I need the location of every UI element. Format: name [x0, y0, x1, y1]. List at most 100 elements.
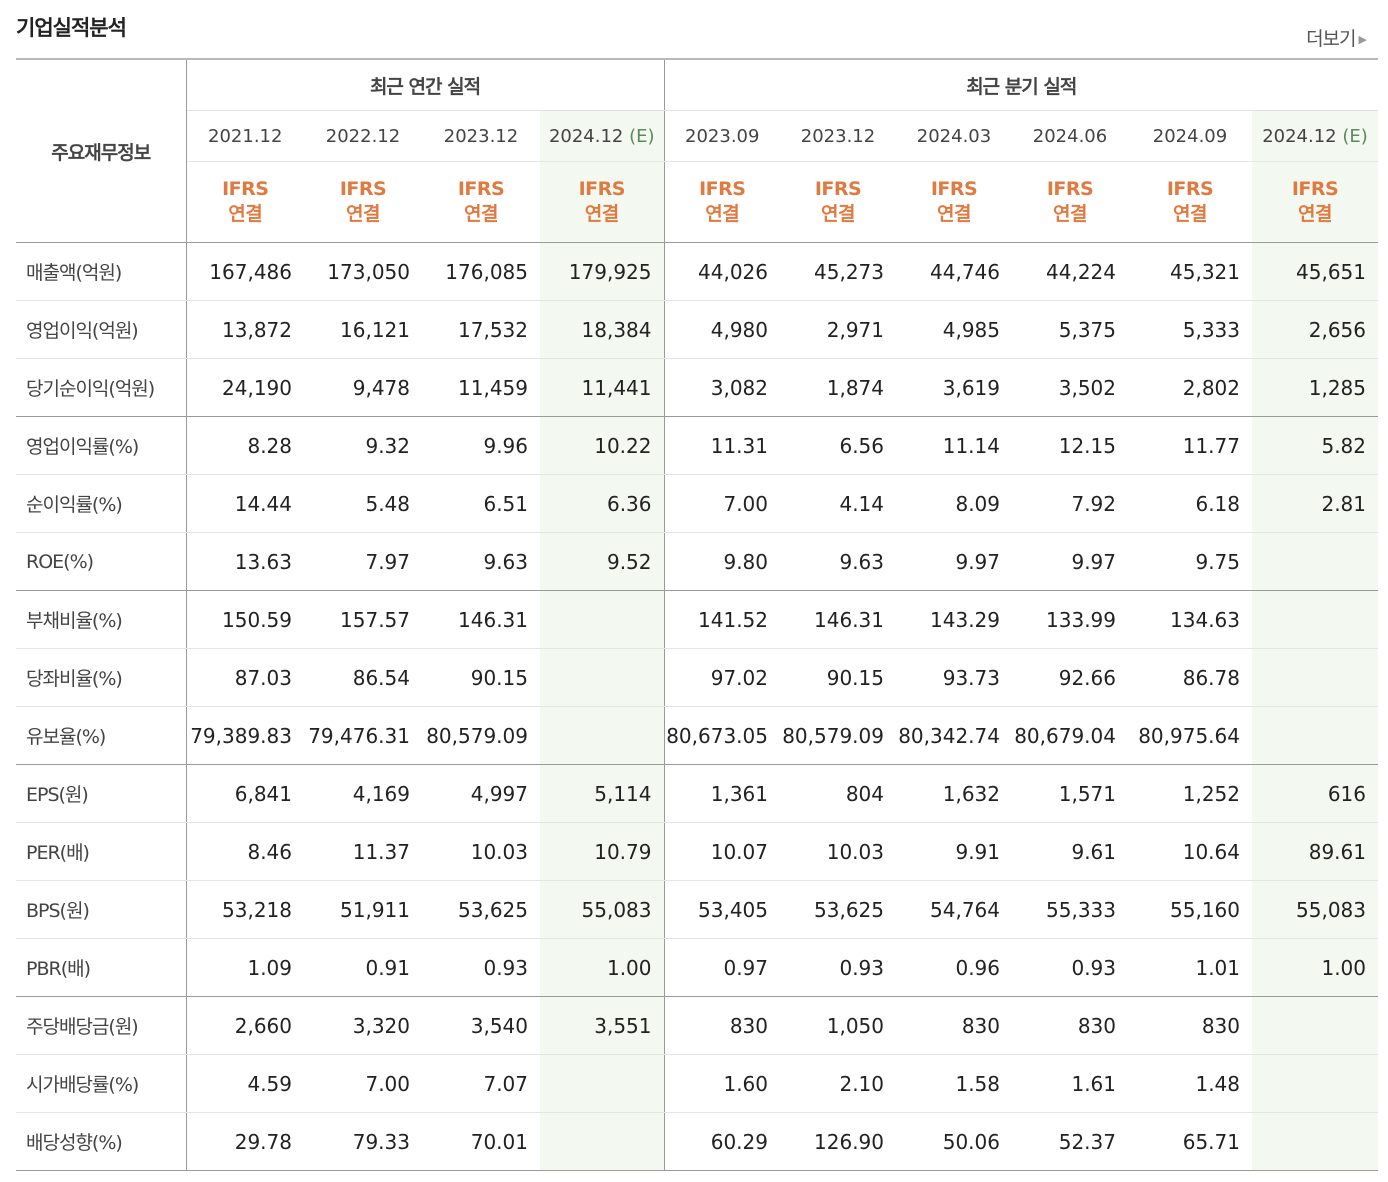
period-header: 2023.09: [664, 110, 780, 162]
row-label[interactable]: EPS(원): [16, 764, 187, 823]
section-title: 기업실적분석: [16, 16, 127, 40]
table-cell: 5,114: [540, 764, 665, 823]
period-label: 2024.12: [1262, 125, 1337, 147]
period-label: 2023.09: [685, 125, 760, 147]
ifrs-label: IFRS: [930, 178, 978, 200]
period-header: 2024.03: [896, 110, 1012, 162]
table-cell: 3,320: [304, 996, 422, 1055]
table-cell: 4.14: [780, 474, 896, 533]
estimate-mark: (E): [1342, 125, 1368, 147]
table-cell: 2,656: [1252, 300, 1378, 359]
table-cell: 1.60: [664, 1054, 780, 1113]
row-label[interactable]: 영업이익률(%): [16, 416, 187, 475]
row-label[interactable]: 부채비율(%): [16, 590, 187, 649]
table-cell: 53,405: [664, 880, 780, 939]
ifrs-badge: IFRS 연결: [540, 161, 665, 243]
table-cell: 55,160: [1128, 880, 1252, 939]
table-cell: 29.78: [186, 1112, 304, 1171]
table-cell: 9.32: [304, 416, 422, 475]
table-cell: 830: [1012, 996, 1128, 1055]
table-row: 시가배당률(%) 4.59 7.00 7.07 1.60 2.10 1.58 1.61 1.48: [16, 1054, 1378, 1113]
table-cell: 9.63: [422, 532, 540, 591]
table-row: 배당성향(%) 29.78 79.33 70.01 60.29 126.90 50.06 52…: [16, 1112, 1378, 1171]
table-cell: 10.64: [1128, 822, 1252, 881]
row-label[interactable]: 당기순이익(억원): [16, 358, 187, 417]
table-cell: [1252, 648, 1378, 707]
row-label[interactable]: 배당성향(%): [16, 1112, 187, 1171]
table-cell: 11,441: [540, 358, 665, 417]
table-row: 당좌비율(%) 87.03 86.54 90.15 97.02 90.15 93.73 92.…: [16, 648, 1378, 707]
row-label[interactable]: 영업이익(억원): [16, 300, 187, 359]
table-cell: 55,083: [1252, 880, 1378, 939]
table-cell: 5.48: [304, 474, 422, 533]
table-cell: 11,459: [422, 358, 540, 417]
row-label[interactable]: 순이익률(%): [16, 474, 187, 533]
period-header: 2024.06: [1012, 110, 1128, 162]
table-cell: [1252, 996, 1378, 1055]
table-cell: 6.51: [422, 474, 540, 533]
table-row: 순이익률(%) 14.44 5.48 6.51 6.36 7.00 4.14 8.09 7.92…: [16, 474, 1378, 533]
table-cell: 87.03: [186, 648, 304, 707]
table-cell: 79.33: [304, 1112, 422, 1171]
ifrs-badge: IFRS 연결: [780, 161, 896, 243]
table-cell: 44,746: [896, 242, 1012, 301]
row-label[interactable]: ROE(%): [16, 532, 187, 591]
table-cell: 167,486: [186, 242, 304, 301]
table-cell: 11.31: [664, 416, 780, 475]
table-cell: 0.93: [422, 938, 540, 997]
table-cell: 9,478: [304, 358, 422, 417]
ifrs-label: IFRS: [814, 178, 862, 200]
table-cell: [540, 1112, 665, 1171]
row-label[interactable]: PBR(배): [16, 938, 187, 997]
consolidated-label: 연결: [584, 203, 619, 225]
table-cell: 10.03: [422, 822, 540, 881]
period-label: 2021.12: [208, 125, 283, 147]
row-label[interactable]: 시가배당률(%): [16, 1054, 187, 1113]
row-label[interactable]: 당좌비율(%): [16, 648, 187, 707]
table-cell: 6.18: [1128, 474, 1252, 533]
table-cell: 1,252: [1128, 764, 1252, 823]
table-cell: 7.92: [1012, 474, 1128, 533]
table-cell: 13,872: [186, 300, 304, 359]
row-label[interactable]: BPS(원): [16, 880, 187, 939]
table-row: 영업이익률(%) 8.28 9.32 9.96 10.22 11.31 6.56 11.14 1…: [16, 416, 1378, 475]
table-cell: 89.61: [1252, 822, 1378, 881]
table-cell: 1.00: [540, 938, 665, 997]
table-cell: 5,333: [1128, 300, 1252, 359]
ifrs-label: IFRS: [1046, 178, 1094, 200]
table-cell: 146.31: [780, 590, 896, 649]
table-cell: 16,121: [304, 300, 422, 359]
table-cell: 90.15: [780, 648, 896, 707]
table-cell: 830: [896, 996, 1012, 1055]
table-cell: 1.61: [1012, 1054, 1128, 1113]
estimate-mark: (E): [629, 125, 655, 147]
table-cell: 44,224: [1012, 242, 1128, 301]
row-label[interactable]: 유보율(%): [16, 706, 187, 765]
table-cell: 9.97: [1012, 532, 1128, 591]
table-cell: 176,085: [422, 242, 540, 301]
consolidated-label: 연결: [705, 203, 740, 225]
table-cell: 79,476.31: [304, 706, 422, 765]
more-link[interactable]: 더보기 ▶: [1306, 24, 1367, 51]
table-row: EPS(원) 6,841 4,169 4,997 5,114 1,361 804 1,632 1…: [16, 764, 1378, 823]
table-cell: 10.07: [664, 822, 780, 881]
row-label[interactable]: 주당배당금(원): [16, 996, 187, 1055]
table-cell: 45,651: [1252, 242, 1378, 301]
table-cell: 6.36: [540, 474, 665, 533]
row-label[interactable]: 매출액(억원): [16, 242, 187, 301]
ifrs-badge: IFRS 연결: [1012, 161, 1128, 243]
table-cell: 86.78: [1128, 648, 1252, 707]
table-cell: 830: [664, 996, 780, 1055]
table-cell: 55,333: [1012, 880, 1128, 939]
table-cell: 3,082: [664, 358, 780, 417]
table-cell: 7.97: [304, 532, 422, 591]
table-cell: 157.57: [304, 590, 422, 649]
table-cell: 7.00: [664, 474, 780, 533]
table-cell: 9.96: [422, 416, 540, 475]
table-cell: 141.52: [664, 590, 780, 649]
table-cell: 80,579.09: [422, 706, 540, 765]
table-cell: 13.63: [186, 532, 304, 591]
row-label[interactable]: PER(배): [16, 822, 187, 881]
table-cell: 11.14: [896, 416, 1012, 475]
row-header-label: 주요재무정보: [16, 58, 187, 243]
